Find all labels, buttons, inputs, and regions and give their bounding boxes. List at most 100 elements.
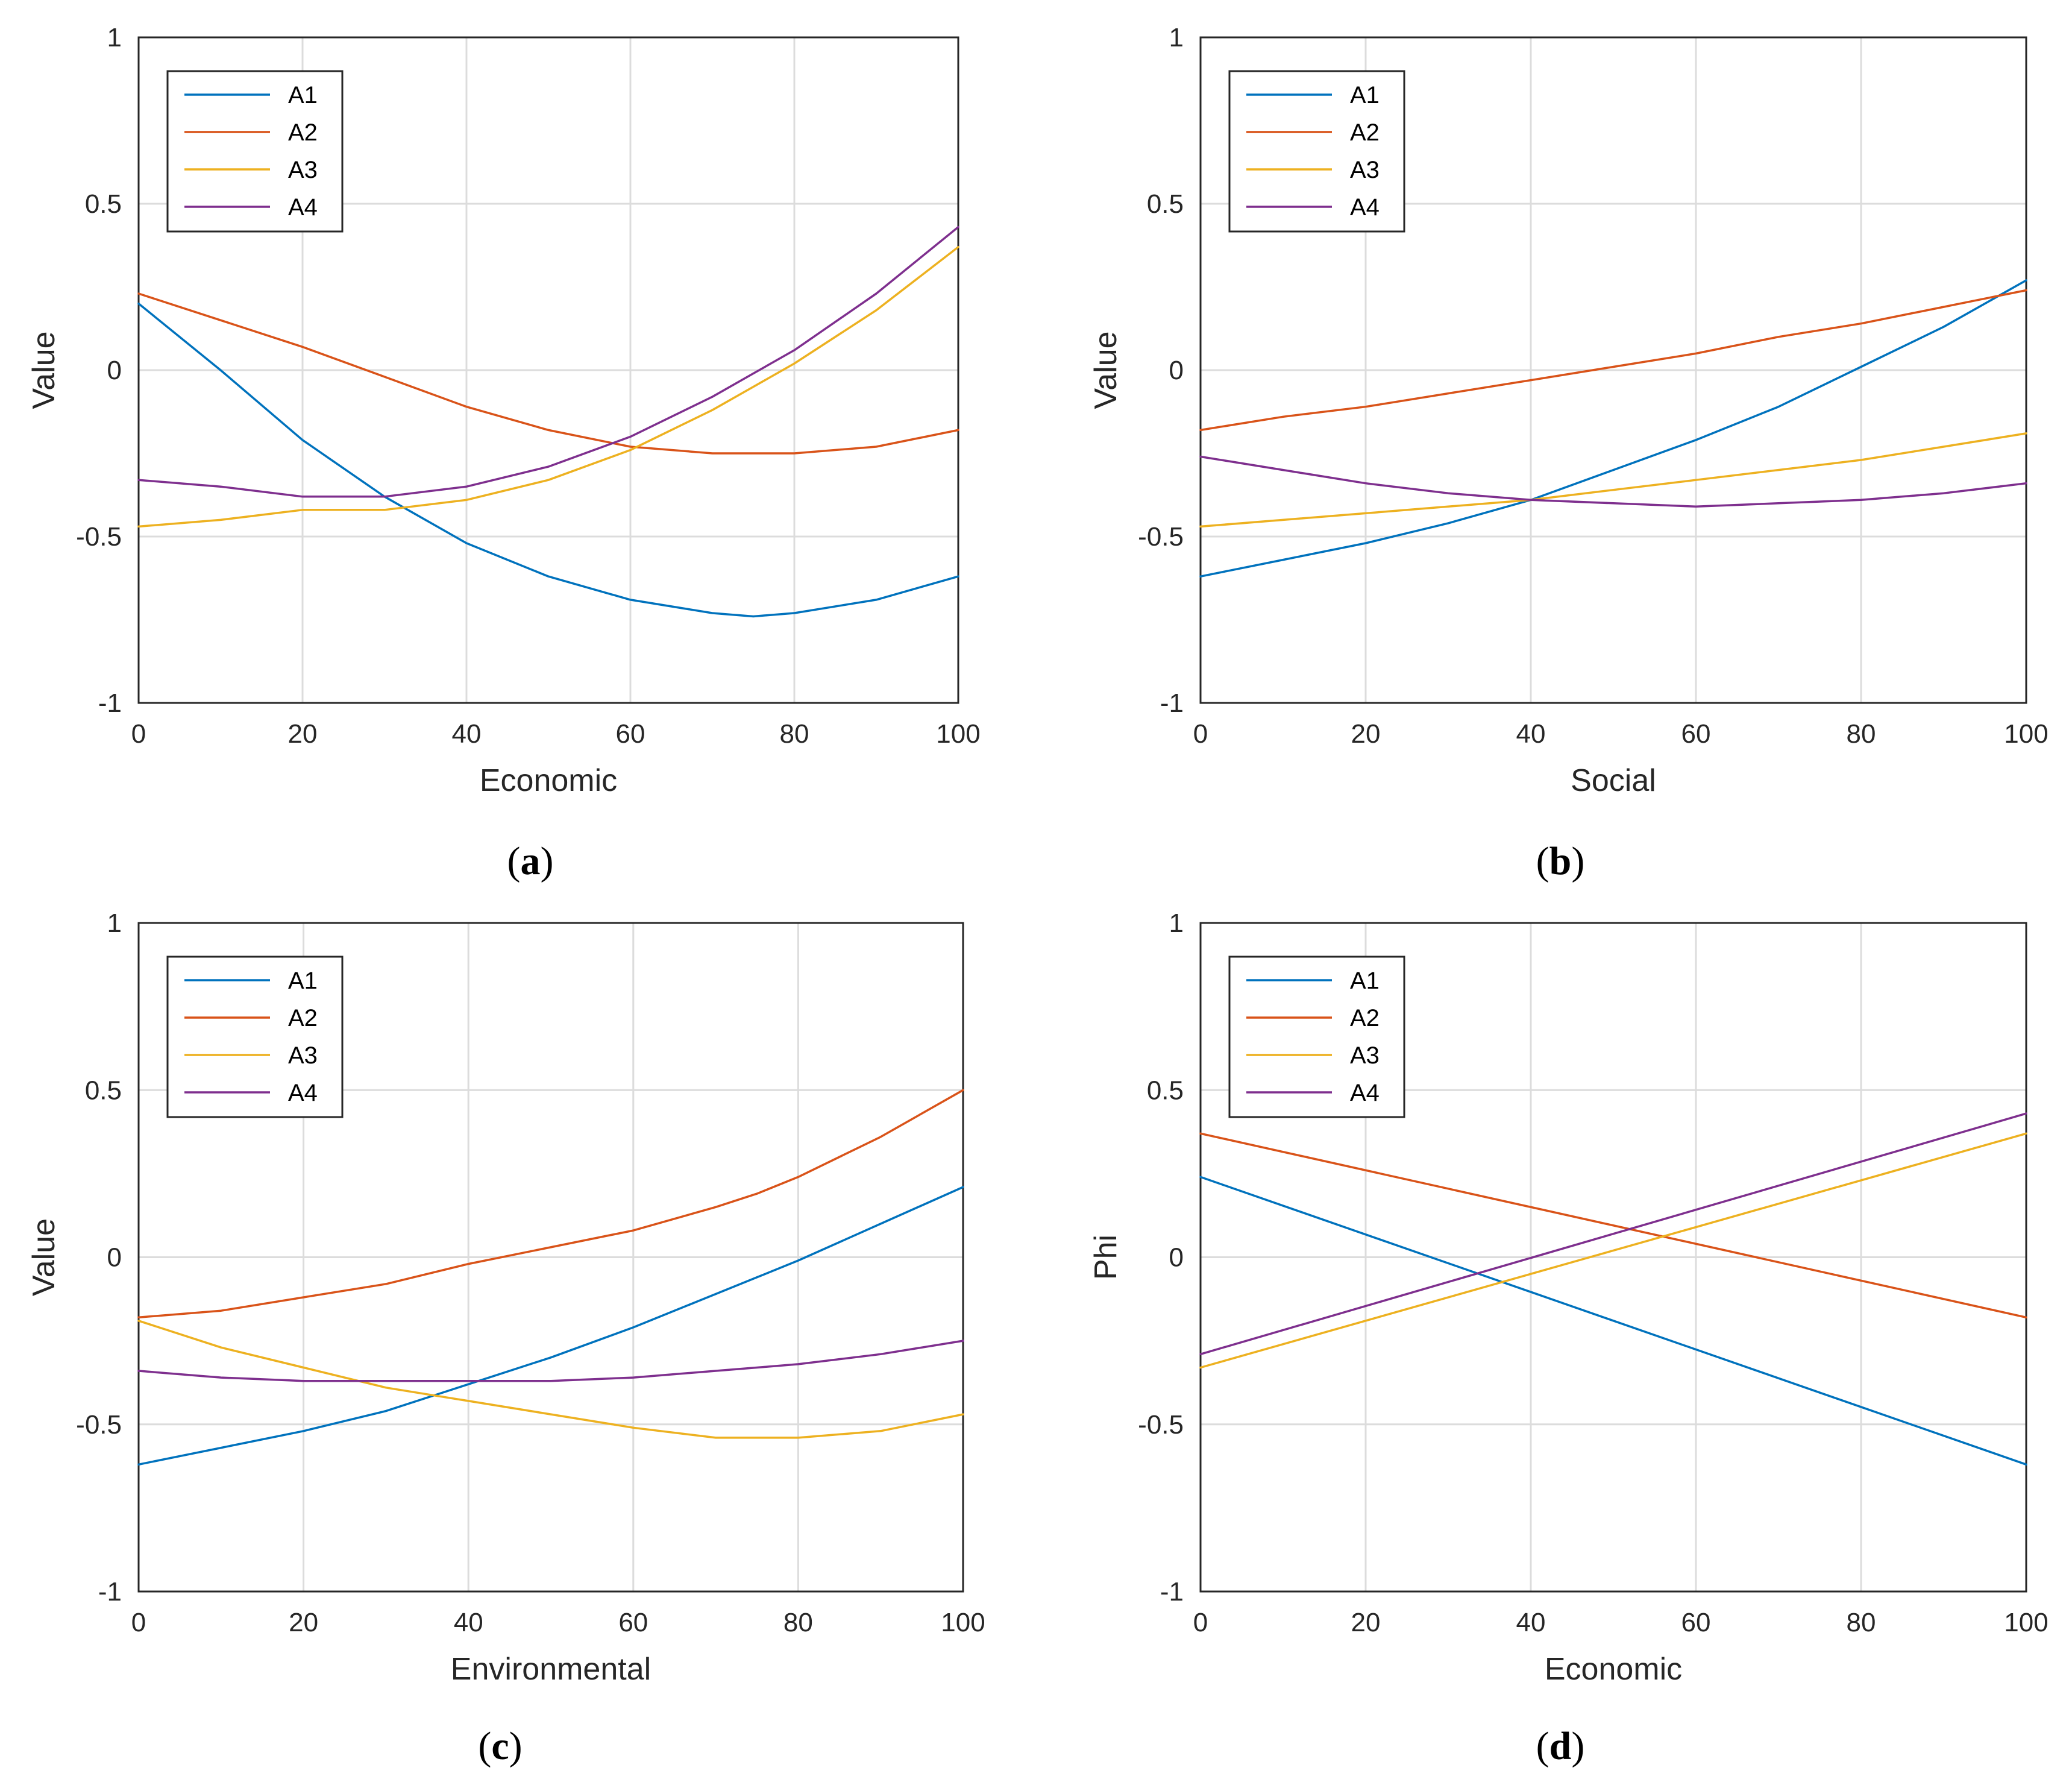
caption-letter: c <box>491 1724 509 1768</box>
y-axis-label: Value <box>1088 331 1123 409</box>
legend-label-a3: A3 <box>1350 1042 1380 1069</box>
y-tick-label: 0 <box>107 356 122 385</box>
series-line-a2 <box>1199 289 2027 432</box>
axes-frame <box>1199 922 2027 1593</box>
x-axis-label: Environmental <box>451 1652 651 1687</box>
legend: A1 A2 A3 A4 <box>1228 956 1405 1118</box>
legend-label-a2: A2 <box>288 1005 318 1031</box>
legend-label-a4: A4 <box>288 1080 318 1106</box>
chart-panel-a: 0 20 40 60 80 100 -1 -0.5 0 0.5 1 Economic Value A1 A2… <box>27 23 981 883</box>
series-line-a4 <box>137 225 959 498</box>
series-line-a4 <box>1199 1112 2027 1356</box>
legend-label-a1: A1 <box>288 968 318 994</box>
x-tick-label: 40 <box>1516 719 1546 749</box>
series-line-a4 <box>137 1340 964 1382</box>
y-tick-label: -0.5 <box>1138 522 1184 552</box>
x-tick-label: 80 <box>783 1608 813 1637</box>
y-tick-label: 0 <box>1169 1243 1184 1273</box>
legend-label-a2: A2 <box>1350 119 1380 146</box>
series-line-a2 <box>1199 1132 2027 1319</box>
caption-letter: a <box>521 839 541 883</box>
legend-label-a4: A4 <box>1350 1080 1380 1106</box>
x-tick-label: 80 <box>1847 1608 1876 1637</box>
caption-paren-close: ) <box>509 1724 523 1768</box>
series-line-a4 <box>1199 455 2027 508</box>
series-line-a1 <box>1199 1176 2027 1466</box>
legend-label-a1: A1 <box>1350 82 1380 109</box>
caption-paren-open: ( <box>507 839 521 883</box>
y-tick-label: 0.5 <box>85 189 122 219</box>
axes-frame <box>137 36 959 704</box>
caption-paren-close: ) <box>1571 839 1584 883</box>
panel-caption: (c) <box>478 1724 522 1768</box>
series-line-a2 <box>137 1089 964 1319</box>
x-tick-label: 0 <box>131 719 146 749</box>
legend-box <box>1228 70 1405 233</box>
caption-paren-close: ) <box>1571 1724 1584 1768</box>
x-axis-label: Social <box>1571 763 1656 798</box>
y-tick-label: 0.5 <box>1147 1075 1184 1105</box>
x-axis-label: Economic <box>480 763 617 798</box>
series-line-a3 <box>1199 1132 2027 1369</box>
y-tick-label: -0.5 <box>76 1410 122 1440</box>
legend: A1 A2 A3 A4 <box>166 70 344 233</box>
legend: A1 A2 A3 A4 <box>1228 70 1405 233</box>
caption-letter: b <box>1549 839 1572 883</box>
x-tick-label: 20 <box>289 1608 318 1637</box>
series-line-a3 <box>137 246 959 528</box>
legend-box <box>1228 956 1405 1118</box>
x-tick-label: 60 <box>1681 719 1711 749</box>
y-tick-label: -0.5 <box>76 522 122 552</box>
chart-panel-b: 0 20 40 60 80 100 -1 -0.5 0 0.5 1 Social Value A1 A2 A3… <box>1088 23 2048 883</box>
chart-panel-c: 0 20 40 60 80 100 -1 -0.5 0 0.5 1 Environmental Valu… <box>27 908 985 1768</box>
legend-box <box>166 70 344 233</box>
caption-letter: d <box>1549 1724 1572 1768</box>
series-line-a3 <box>137 1320 964 1439</box>
x-tick-label: 0 <box>1193 1608 1208 1637</box>
x-tick-label: 100 <box>941 1608 985 1637</box>
legend-label-a1: A1 <box>1350 968 1380 994</box>
y-tick-label: 1 <box>107 23 122 52</box>
x-tick-label: 100 <box>936 719 980 749</box>
axes-frame <box>137 922 964 1593</box>
legend-label-a3: A3 <box>288 157 318 183</box>
x-axis-label: Economic <box>1545 1652 1682 1687</box>
x-tick-label: 20 <box>1351 719 1381 749</box>
series-line-a1 <box>137 1186 964 1466</box>
axes-frame <box>1199 36 2027 704</box>
panel-caption: (d) <box>1536 1724 1585 1768</box>
series-line-a1 <box>137 302 959 618</box>
y-tick-label: -0.5 <box>1138 1410 1184 1440</box>
x-tick-label: 100 <box>2004 719 2048 749</box>
x-tick-label: 0 <box>1193 719 1208 749</box>
y-axis-label: Value <box>27 331 61 409</box>
panel-caption: (a) <box>507 839 554 883</box>
x-tick-label: 100 <box>2004 1608 2048 1637</box>
x-tick-label: 0 <box>131 1608 146 1637</box>
caption-paren-close: ) <box>541 839 554 883</box>
legend-label-a4: A4 <box>288 194 318 221</box>
y-tick-label: 0 <box>1169 356 1184 385</box>
legend-label-a1: A1 <box>288 82 318 109</box>
legend-label-a3: A3 <box>288 1042 318 1069</box>
legend: A1 A2 A3 A4 <box>166 956 344 1118</box>
y-tick-label: 1 <box>107 908 122 938</box>
x-tick-label: 80 <box>1847 719 1876 749</box>
legend-label-a4: A4 <box>1350 194 1380 221</box>
x-tick-label: 80 <box>780 719 809 749</box>
legend-label-a2: A2 <box>1350 1005 1380 1031</box>
x-tick-label: 60 <box>616 719 645 749</box>
y-tick-label: 1 <box>1169 23 1184 52</box>
legend-box <box>166 956 344 1118</box>
x-tick-label: 40 <box>454 1608 483 1637</box>
series-line-a1 <box>1199 279 2027 578</box>
x-tick-label: 40 <box>452 719 482 749</box>
x-tick-label: 20 <box>1351 1608 1381 1637</box>
panel-caption: (b) <box>1536 839 1585 883</box>
y-tick-label: 0.5 <box>85 1075 122 1105</box>
caption-paren-open: ( <box>1536 839 1549 883</box>
x-tick-label: 20 <box>288 719 318 749</box>
series-line-a2 <box>137 292 959 455</box>
legend-label-a3: A3 <box>1350 157 1380 183</box>
